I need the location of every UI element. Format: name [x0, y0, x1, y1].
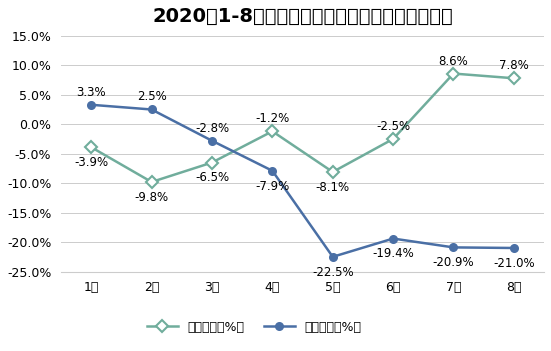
同比增长（%）	[450, 245, 457, 250]
Title: 2020年1-8月鸡蛋（普通鲜蛋）集贸市场价格增速: 2020年1-8月鸡蛋（普通鲜蛋）集贸市场价格增速	[152, 7, 453, 26]
Text: 7.8%: 7.8%	[499, 59, 529, 72]
Text: -22.5%: -22.5%	[312, 266, 354, 279]
Line: 同比增长（%）: 同比增长（%）	[88, 101, 517, 260]
同比增长（%）	[390, 237, 396, 241]
Text: -3.9%: -3.9%	[74, 156, 109, 169]
同比增长（%）	[88, 103, 95, 107]
Text: -8.1%: -8.1%	[316, 181, 350, 194]
Text: -20.9%: -20.9%	[433, 256, 474, 269]
Text: -9.8%: -9.8%	[134, 191, 169, 204]
Line: 环比增长（%）: 环比增长（%）	[87, 69, 518, 186]
Text: 8.6%: 8.6%	[439, 54, 468, 67]
Text: -21.0%: -21.0%	[493, 257, 534, 270]
同比增长（%）	[269, 169, 276, 173]
环比增长（%）	[329, 170, 336, 174]
Text: -2.8%: -2.8%	[195, 122, 229, 135]
同比增长（%）	[511, 246, 517, 250]
环比增长（%）	[209, 160, 215, 165]
同比增长（%）	[329, 255, 336, 259]
Text: 3.3%: 3.3%	[77, 86, 106, 99]
环比增长（%）	[269, 129, 276, 133]
环比增长（%）	[88, 145, 95, 149]
同比增长（%）	[209, 139, 215, 143]
同比增长（%）	[148, 107, 155, 112]
Text: -2.5%: -2.5%	[376, 120, 410, 133]
Legend: 环比增长（%）, 同比增长（%）: 环比增长（%）, 同比增长（%）	[142, 316, 367, 338]
Text: -7.9%: -7.9%	[255, 180, 289, 193]
环比增长（%）	[148, 180, 155, 184]
Text: 2.5%: 2.5%	[137, 91, 166, 104]
环比增长（%）	[511, 76, 517, 80]
Text: -1.2%: -1.2%	[255, 112, 289, 125]
环比增长（%）	[450, 72, 457, 76]
环比增长（%）	[390, 137, 396, 141]
Text: -6.5%: -6.5%	[195, 171, 229, 184]
Text: -19.4%: -19.4%	[372, 247, 414, 260]
